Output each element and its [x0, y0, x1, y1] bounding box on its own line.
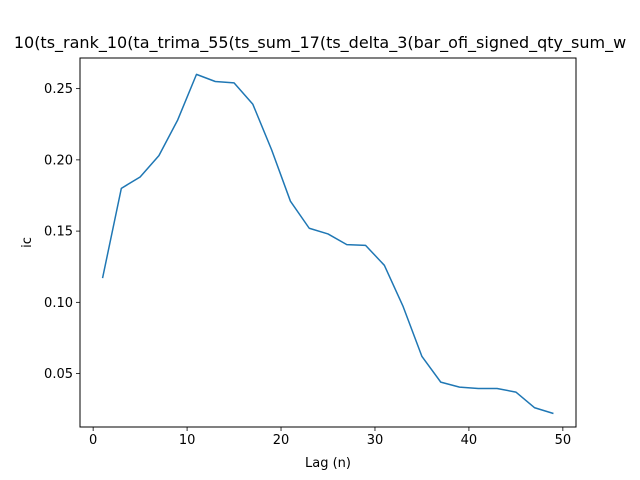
x-axis: 0 10 20 30 40 50	[89, 427, 571, 448]
x-tick-label: 0	[89, 433, 97, 448]
y-tick-label: 0.20	[44, 153, 73, 168]
x-axis-label: Lag (n)	[305, 456, 351, 471]
plot-frame	[79, 57, 577, 428]
y-tick-label: 0.15	[44, 225, 73, 240]
y-axis: 0.05 0.10 0.15 0.20 0.25	[44, 82, 80, 382]
y-tick-label: 0.25	[44, 82, 73, 97]
plot-area	[101, 73, 554, 415]
y-tick-label: 0.10	[44, 296, 73, 311]
x-tick-label: 10	[179, 433, 196, 448]
y-tick-label: 0.05	[44, 367, 73, 382]
y-axis-label: ic	[20, 237, 35, 248]
x-tick-label: 20	[273, 433, 290, 448]
x-tick-label: 40	[461, 433, 478, 448]
series-line-0	[101, 73, 554, 415]
x-tick-label: 50	[555, 433, 572, 448]
x-tick-label: 30	[367, 433, 384, 448]
chart-title: 10(ts_rank_10(ta_trima_55(ts_sum_17(ts_d…	[14, 33, 626, 53]
